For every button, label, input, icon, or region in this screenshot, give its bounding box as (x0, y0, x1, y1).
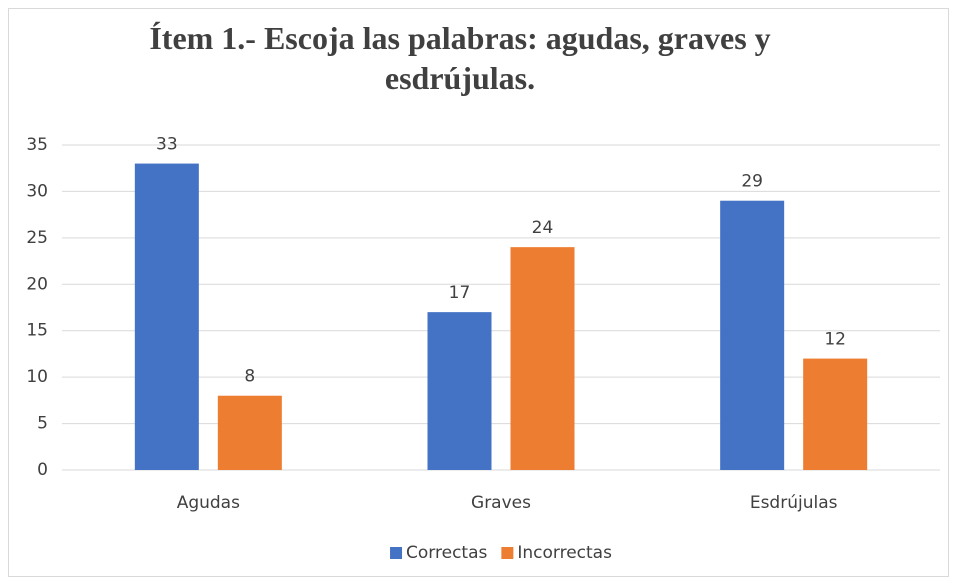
legend-label: Incorrectas (517, 543, 612, 563)
x-tick-label: Agudas (177, 493, 240, 513)
bar (720, 200, 785, 470)
bar (427, 312, 492, 470)
y-tick-label: 15 (26, 321, 48, 341)
y-tick-label: 30 (26, 181, 48, 201)
bar (510, 247, 575, 470)
bar (134, 163, 199, 471)
data-label: 24 (532, 218, 554, 238)
y-tick-label: 10 (26, 367, 48, 387)
bar (803, 358, 868, 470)
y-tick-label: 0 (37, 460, 48, 480)
data-label: 29 (741, 172, 763, 192)
data-label: 33 (156, 135, 178, 155)
y-tick-label: 20 (26, 274, 48, 294)
data-label: 12 (824, 330, 846, 350)
legend-swatch (501, 547, 514, 559)
data-label: 17 (449, 283, 471, 303)
y-tick-label: 35 (26, 135, 48, 155)
bar (217, 395, 282, 470)
legend-swatch (390, 547, 403, 559)
data-label: 8 (244, 367, 255, 387)
x-tick-label: Graves (471, 493, 531, 513)
y-tick-label: 5 (37, 414, 48, 434)
y-tick-label: 25 (26, 228, 48, 248)
x-tick-label: Esdrújulas (750, 493, 838, 513)
chart-title: Ítem 1.- Escoja las palabras: agudas, gr… (149, 20, 771, 96)
legend-label: Correctas (406, 543, 487, 563)
